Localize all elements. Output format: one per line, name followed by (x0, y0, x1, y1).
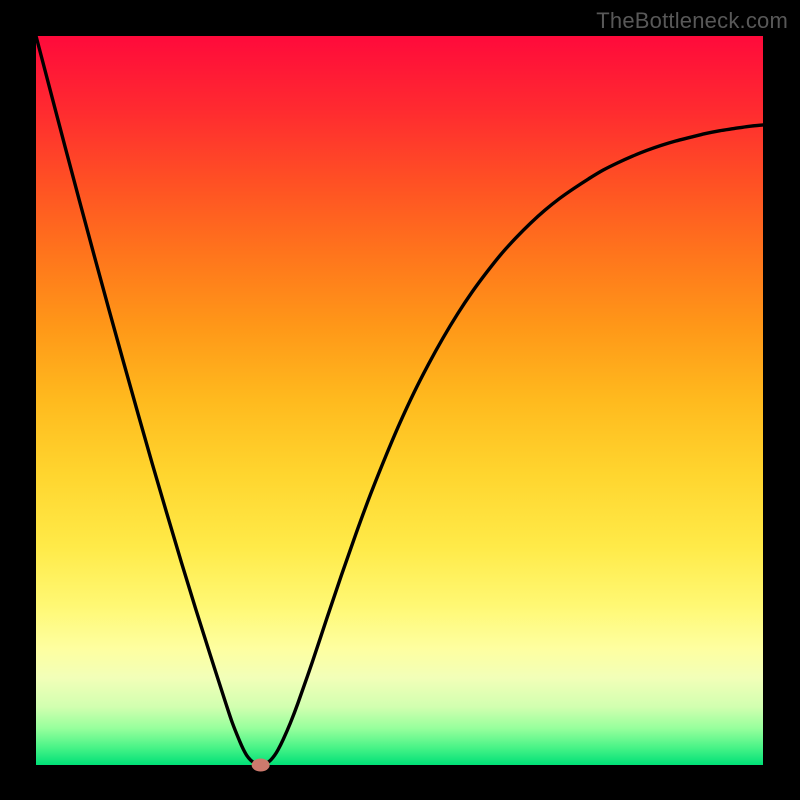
optimum-marker (252, 759, 270, 772)
chart-container: TheBottleneck.com (0, 0, 800, 800)
bottleneck-curve-chart (0, 0, 800, 800)
plot-background (36, 36, 763, 765)
watermark-text: TheBottleneck.com (596, 8, 788, 34)
